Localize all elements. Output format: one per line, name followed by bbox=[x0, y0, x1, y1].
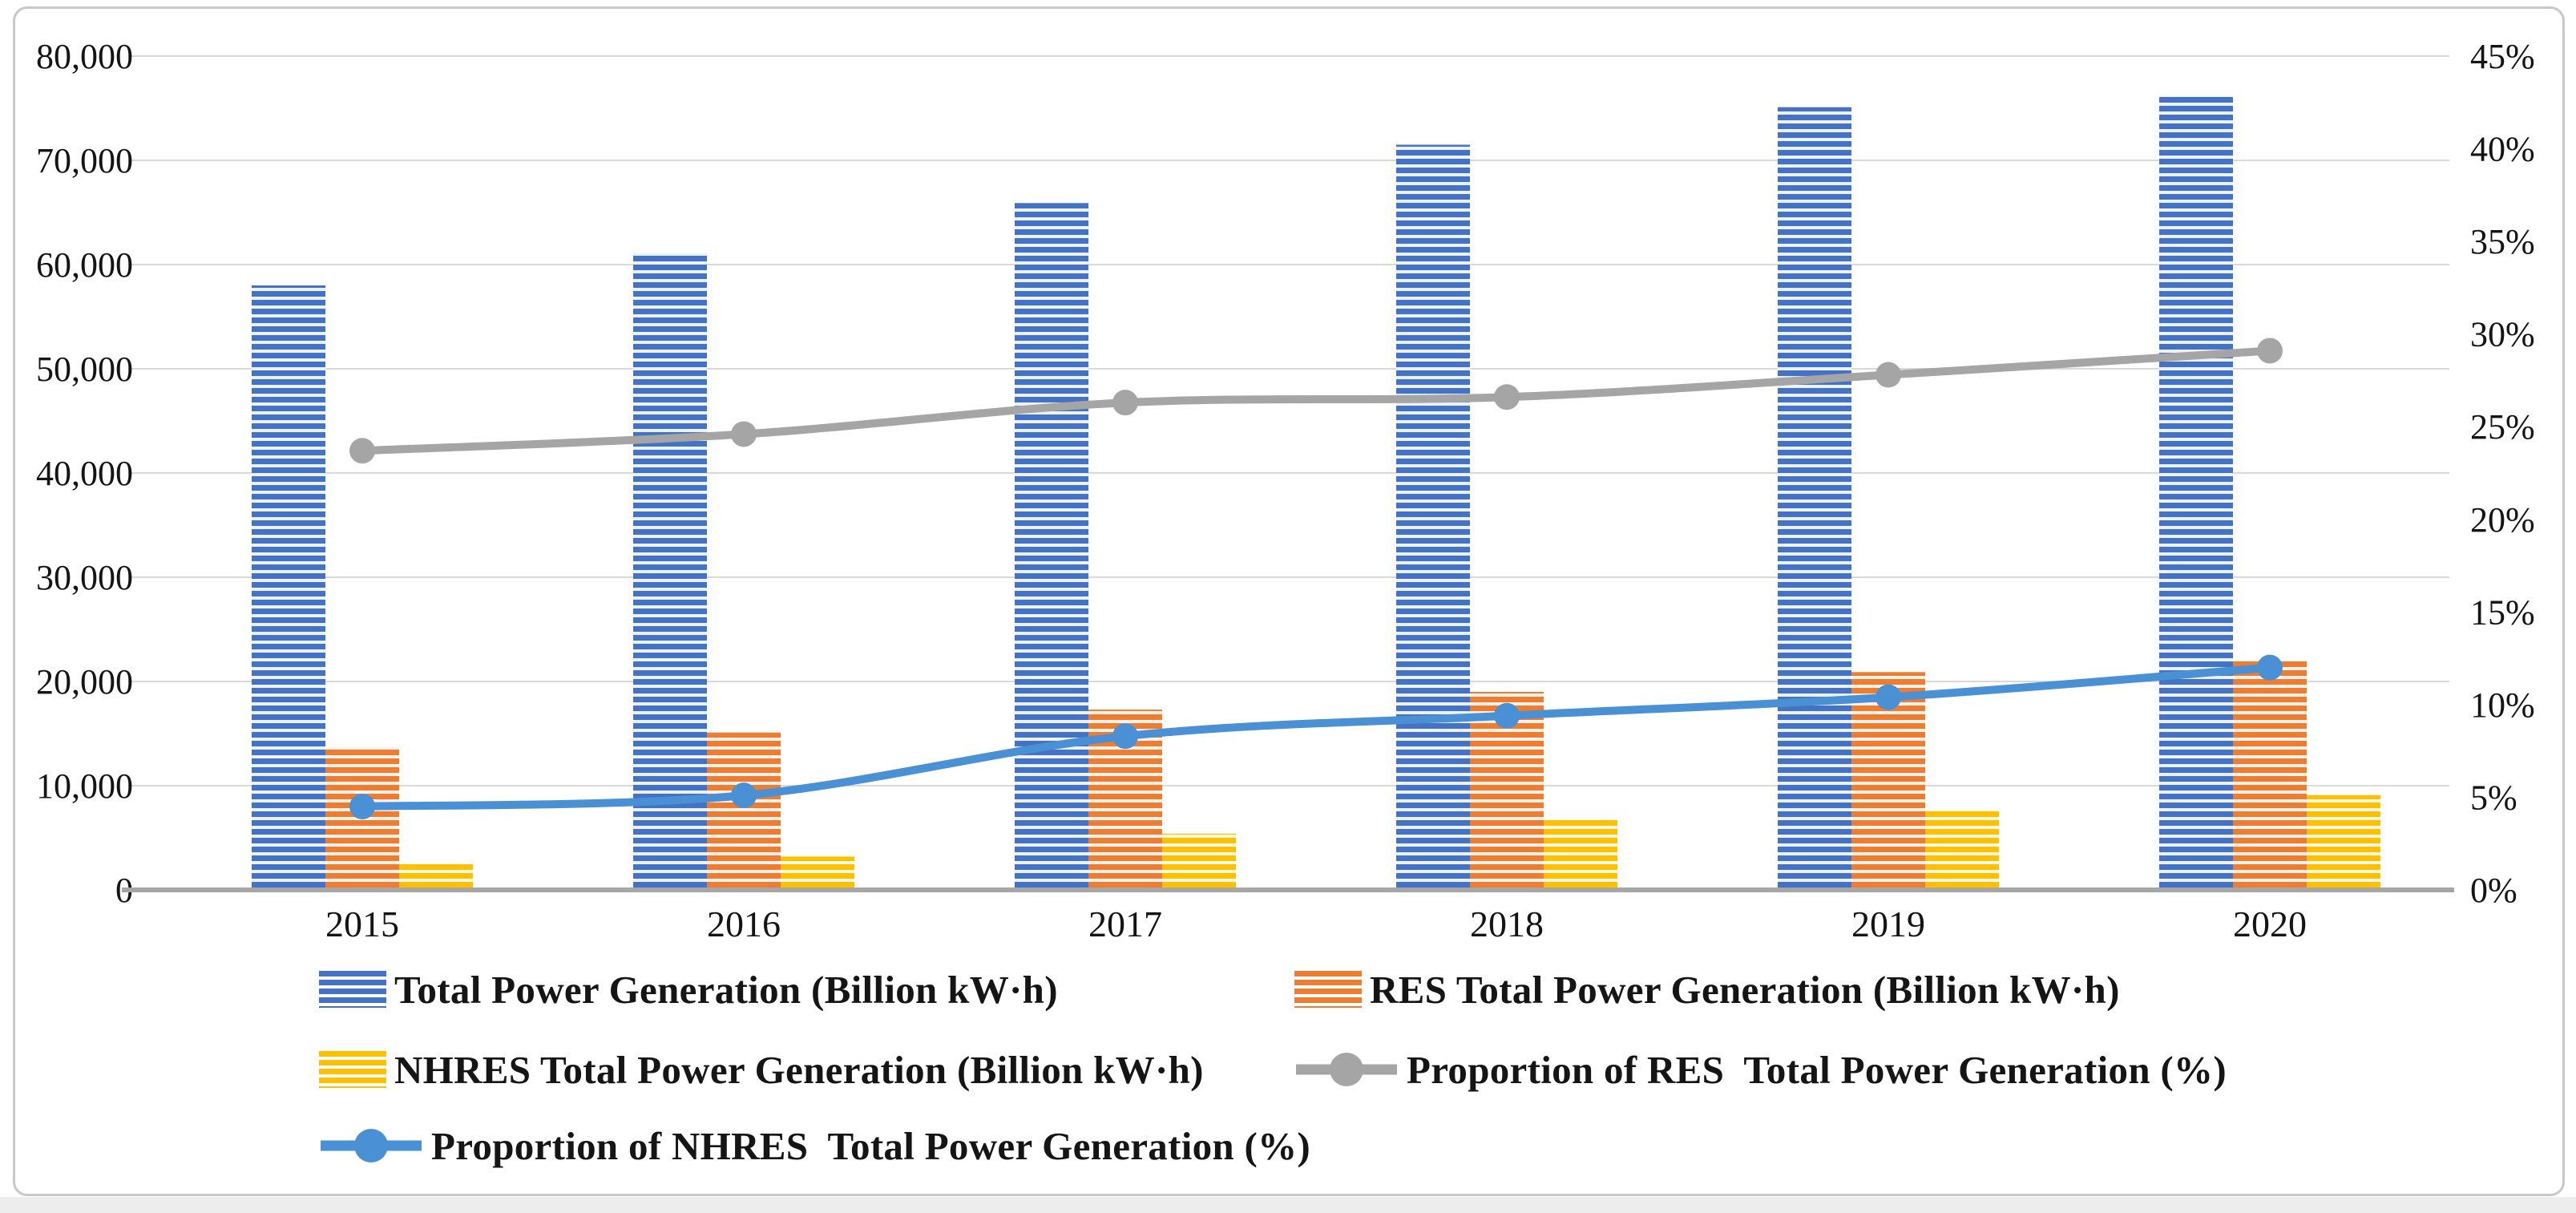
right-axis-tick: 25% bbox=[2470, 407, 2535, 447]
left-axis-tick: 20,000 bbox=[36, 662, 133, 702]
marker-series0-2018 bbox=[1494, 384, 1520, 410]
marker-series1-2020 bbox=[2257, 654, 2283, 681]
bar-series1-2016 bbox=[707, 732, 781, 890]
figure-border bbox=[13, 6, 2565, 1196]
page-bottom-strip bbox=[0, 1197, 2576, 1213]
left-axis-tick: 60,000 bbox=[36, 245, 133, 285]
marker-series1-2019 bbox=[1875, 684, 1901, 710]
x-axis-label-2016: 2016 bbox=[707, 904, 781, 944]
bar-series2-2019 bbox=[1925, 809, 1999, 890]
x-axis-label-2019: 2019 bbox=[1851, 904, 1925, 944]
right-axis-tick: 0% bbox=[2470, 871, 2517, 910]
marker-series0-2015 bbox=[349, 438, 375, 464]
left-axis-tick: 30,000 bbox=[36, 558, 133, 597]
bar-series0-2018 bbox=[1396, 144, 1470, 890]
bar-series0-2017 bbox=[1015, 203, 1088, 891]
left-axis-tick: 70,000 bbox=[36, 141, 133, 180]
bar-series0-2015 bbox=[252, 285, 325, 890]
right-axis-tick: 5% bbox=[2470, 778, 2517, 817]
left-axis-tick: 50,000 bbox=[36, 350, 133, 389]
bar-series0-2016 bbox=[633, 253, 707, 890]
marker-series1-2018 bbox=[1494, 702, 1520, 729]
right-axis-tick: 45% bbox=[2470, 37, 2535, 76]
x-axis-label-2017: 2017 bbox=[1088, 904, 1162, 944]
x-axis-label-2018: 2018 bbox=[1470, 904, 1544, 944]
right-axis-tick: 40% bbox=[2470, 130, 2535, 169]
marker-series0-2017 bbox=[1112, 390, 1138, 416]
bar-series2-2020 bbox=[2307, 795, 2380, 890]
bar-series2-2017 bbox=[1162, 833, 1236, 890]
bar-series1-2020 bbox=[2233, 661, 2307, 890]
marker-series0-2016 bbox=[731, 421, 757, 447]
bar-series2-2016 bbox=[781, 856, 854, 890]
marker-series1-2015 bbox=[349, 794, 375, 819]
x-axis-label-2015: 2015 bbox=[325, 904, 399, 944]
left-axis-tick: 10,000 bbox=[36, 766, 133, 806]
bar-series2-2018 bbox=[1544, 819, 1617, 890]
bar-series0-2020 bbox=[2159, 95, 2233, 890]
left-axis-tick: 40,000 bbox=[36, 454, 133, 493]
bar-series2-2015 bbox=[399, 863, 473, 890]
line-series1 bbox=[358, 663, 2274, 811]
right-axis-tick: 20% bbox=[2470, 500, 2535, 540]
right-axis-tick: 10% bbox=[2470, 685, 2535, 725]
bar-series0-2019 bbox=[1778, 107, 1851, 890]
marker-series1-2017 bbox=[1112, 723, 1138, 750]
right-axis-tick: 15% bbox=[2470, 592, 2535, 632]
left-axis-tick: 80,000 bbox=[36, 37, 133, 76]
right-axis-tick: 30% bbox=[2470, 315, 2535, 354]
marker-series1-2016 bbox=[731, 782, 757, 809]
x-axis-label-2020: 2020 bbox=[2233, 904, 2307, 944]
marker-series0-2020 bbox=[2257, 338, 2283, 364]
line-series0 bbox=[358, 346, 2274, 455]
right-axis-tick: 35% bbox=[2470, 222, 2535, 261]
marker-series0-2019 bbox=[1875, 362, 1901, 388]
